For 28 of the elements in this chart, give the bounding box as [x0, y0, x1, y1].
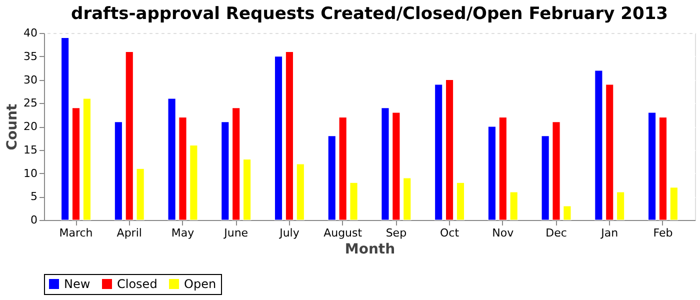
x-tick-label: March	[59, 226, 93, 240]
y-tick-label: 20	[24, 120, 38, 133]
x-tick-label: Feb	[653, 226, 673, 240]
chart-title: drafts-approval Requests Created/Closed/Open February 2013	[71, 4, 668, 24]
x-tick-label: Sep	[386, 226, 407, 240]
y-tick-label: 25	[24, 96, 38, 110]
y-tick-label: 15	[24, 143, 38, 156]
y-tick-label: 40	[24, 26, 38, 40]
y-tick-label: 30	[24, 73, 38, 86]
x-tick-label: Nov	[492, 226, 514, 240]
x-tick-label: May	[171, 226, 195, 240]
x-axis-title: Month	[344, 242, 396, 258]
x-tick-label: July	[278, 226, 300, 240]
bar	[563, 206, 572, 220]
x-tick-label: Jan	[600, 226, 618, 240]
x-tick-label: April	[116, 226, 142, 240]
x-tick-label: June	[223, 226, 248, 240]
y-tick-label: 5	[30, 190, 38, 204]
legend-label: Open	[184, 277, 216, 291]
y-tick-label: 10	[24, 166, 38, 180]
x-tick-label: Oct	[440, 226, 460, 240]
x-tick-label: August	[324, 226, 363, 240]
legend-label: Closed	[117, 277, 158, 291]
y-axis-title: Count	[4, 103, 21, 150]
legend-label: New	[64, 277, 90, 291]
y-tick-label: 0	[30, 214, 38, 226]
x-tick-label: Dec	[546, 226, 567, 240]
y-tick-label: 35	[24, 50, 38, 63]
